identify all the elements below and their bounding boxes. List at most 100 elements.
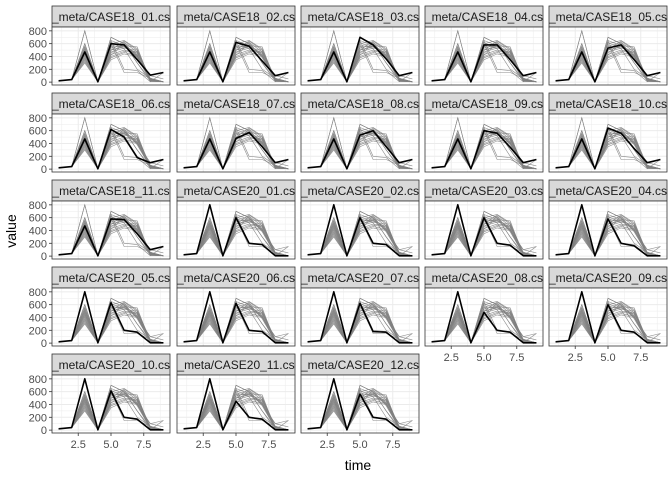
facet-strip-label: _meta/CASE18_08.cs bbox=[300, 97, 419, 111]
panel-border bbox=[300, 113, 420, 173]
highlight-series-line bbox=[58, 128, 164, 170]
facet-panel: _meta/CASE20_07.cs bbox=[300, 266, 420, 347]
background-series-line bbox=[307, 41, 413, 83]
background-series-line bbox=[58, 390, 164, 431]
y-tick-label: 0 bbox=[41, 251, 47, 263]
facet-strip-label: _meta/CASE18_03.cs bbox=[300, 10, 419, 24]
panel-border bbox=[51, 200, 171, 260]
background-series-line bbox=[307, 128, 413, 170]
panel-border bbox=[176, 113, 296, 173]
y-tick-label: 0 bbox=[41, 77, 47, 89]
background-series-line bbox=[183, 307, 289, 344]
facet-strip-label: _meta/CASE18_06.cs bbox=[51, 97, 170, 111]
background-series-line bbox=[307, 216, 413, 257]
background-series-line bbox=[183, 389, 289, 431]
facet-strip-label: _meta/CASE18_11.cs bbox=[51, 184, 169, 198]
y-tick-label: 400 bbox=[29, 312, 47, 324]
background-series-line bbox=[555, 41, 661, 83]
background-series-line bbox=[183, 390, 289, 431]
facet-panel: _meta/CASE18_05.cs bbox=[548, 5, 668, 86]
background-series-line bbox=[58, 41, 164, 83]
y-tick-label: 200 bbox=[29, 64, 47, 76]
y-tick-label: 600 bbox=[29, 126, 47, 138]
background-series-line bbox=[431, 215, 537, 257]
facet-strip-label: _meta/CASE20_06.cs bbox=[176, 271, 295, 285]
facet-panel: _meta/CASE20_04.cs bbox=[548, 179, 668, 260]
y-tick-label: 800 bbox=[29, 113, 47, 125]
y-tick-label: 0 bbox=[41, 164, 47, 176]
background-series-line bbox=[307, 303, 413, 344]
y-tick-label: 400 bbox=[29, 138, 47, 150]
x-tick-label: 7.5 bbox=[261, 439, 276, 451]
y-axis-title: value bbox=[3, 214, 19, 248]
facet-strip-label: _meta/CASE18_10.cs bbox=[548, 97, 667, 111]
x-tick-label: 2.5 bbox=[196, 439, 211, 451]
background-series-line bbox=[555, 307, 661, 344]
panel-border bbox=[548, 26, 668, 86]
panel-border bbox=[51, 287, 171, 347]
background-series-line bbox=[431, 303, 537, 344]
highlight-series-line bbox=[555, 290, 661, 344]
panel-border bbox=[176, 200, 296, 260]
facet-panel: _meta/CASE18_08.cs bbox=[300, 92, 420, 173]
facet-strip-label: _meta/CASE20_08.cs bbox=[424, 271, 543, 285]
background-series-line bbox=[183, 215, 289, 257]
y-tick-label: 600 bbox=[29, 39, 47, 51]
facet-strip-label: _meta/CASE20_04.cs bbox=[548, 184, 667, 198]
highlight-series-line bbox=[431, 44, 537, 83]
y-tick-label: 0 bbox=[41, 425, 47, 437]
facet-panel: _meta/CASE20_01.cs bbox=[176, 179, 296, 260]
background-series-line bbox=[307, 220, 413, 257]
background-series-line bbox=[555, 220, 661, 257]
facet-panel: _meta/CASE18_02.cs bbox=[176, 5, 296, 86]
highlight-series-line bbox=[431, 290, 537, 344]
facet-panel: _meta/CASE18_03.cs bbox=[300, 5, 420, 86]
facet-strip-label: _meta/CASE20_12.cs bbox=[300, 358, 419, 372]
panel-border bbox=[51, 26, 171, 86]
background-series-line bbox=[555, 302, 661, 344]
background-series-line bbox=[58, 215, 164, 257]
panel-border bbox=[176, 26, 296, 86]
y-tick-label: 600 bbox=[29, 387, 47, 399]
background-series-line bbox=[183, 220, 289, 257]
highlight-series-line bbox=[431, 129, 537, 170]
y-tick-label: 800 bbox=[29, 374, 47, 386]
x-tick-label: 7.5 bbox=[136, 439, 151, 451]
background-series-line bbox=[431, 128, 537, 170]
facet-strip-label: _meta/CASE18_04.cs bbox=[424, 10, 543, 24]
y-tick-label: 0 bbox=[41, 338, 47, 350]
background-series-line bbox=[307, 307, 413, 344]
highlight-series-line bbox=[555, 44, 661, 83]
background-series-line bbox=[307, 394, 413, 431]
background-series-line bbox=[183, 394, 289, 431]
highlight-series-line bbox=[58, 377, 164, 431]
highlight-series-line bbox=[307, 36, 413, 83]
panel-border bbox=[548, 113, 668, 173]
facet-strip-label: _meta/CASE20_05.cs bbox=[51, 271, 170, 285]
background-series-line bbox=[431, 307, 537, 344]
highlight-series-line bbox=[58, 218, 164, 257]
highlight-series-line bbox=[183, 290, 289, 344]
panel-border bbox=[424, 200, 544, 260]
panel-border bbox=[300, 200, 420, 260]
facet-panel: _meta/CASE18_10.cs bbox=[548, 92, 668, 173]
y-tick-label: 400 bbox=[29, 225, 47, 237]
panel-border bbox=[51, 113, 171, 173]
facet-strip-label: _meta/CASE20_11.cs bbox=[176, 358, 294, 372]
background-series-line bbox=[307, 389, 413, 431]
facet-panel: _meta/CASE20_09.cs 2.5 5.0 7.5 bbox=[548, 266, 668, 364]
background-series-line bbox=[183, 128, 289, 170]
y-tick-label: 800 bbox=[29, 200, 47, 212]
facet-strip-label: _meta/CASE18_01.cs bbox=[51, 10, 170, 24]
x-tick-label: 5.0 bbox=[476, 352, 491, 364]
x-tick-label: 7.5 bbox=[509, 352, 524, 364]
x-tick-label: 5.0 bbox=[103, 439, 118, 451]
y-tick-label: 400 bbox=[29, 51, 47, 63]
background-series-line bbox=[58, 303, 164, 344]
y-tick-label: 400 bbox=[29, 399, 47, 411]
facet-strip-label: _meta/CASE18_09.cs bbox=[424, 97, 543, 111]
